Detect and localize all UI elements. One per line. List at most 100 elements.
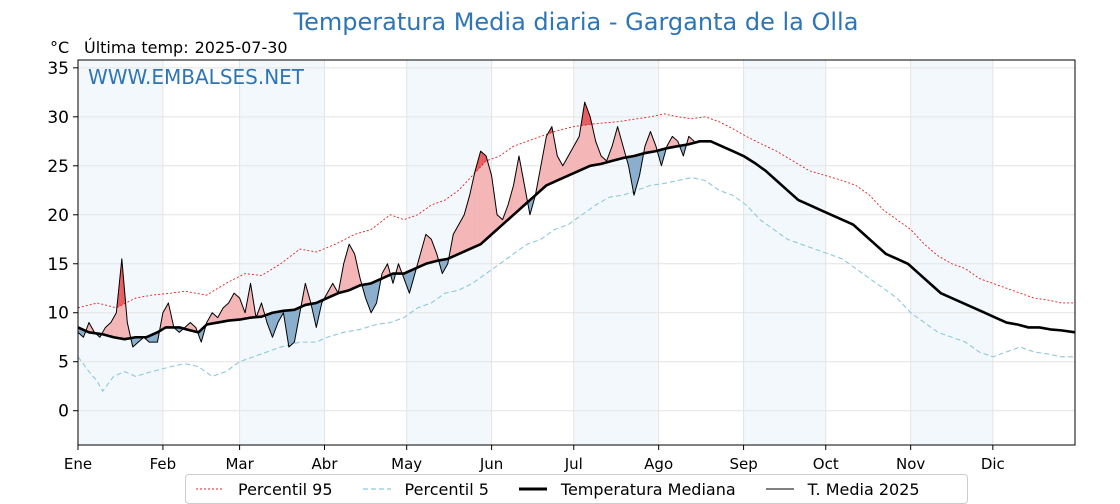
fill-above-median: [166, 302, 169, 328]
y-axis: 0 5 10 15 20 25 30 35: [47, 59, 78, 422]
fill-above-median: [165, 304, 168, 328]
fill-above-median: [466, 200, 469, 251]
fill-above-median: [490, 170, 492, 237]
y-tick-label: 15: [47, 255, 69, 275]
x-tick-label: Feb: [150, 455, 177, 473]
y-unit-label: °C: [50, 38, 70, 57]
legend-item-media2025: T. Media 2025: [764, 480, 920, 499]
fill-above-median: [476, 160, 479, 247]
fill-above-median: [487, 160, 490, 239]
fill-above-median: [454, 228, 457, 257]
fill-below-median: [373, 281, 376, 309]
fill-above-median: [236, 295, 239, 321]
legend-item-p95: Percentil 95: [194, 480, 333, 499]
fill-below-median: [290, 309, 292, 347]
fill-above-median: [350, 245, 353, 290]
fill-above-median: [462, 214, 465, 253]
legend-swatch-media2025: [765, 488, 794, 490]
fill-above-median: [550, 125, 553, 184]
y-tick-label: 35: [47, 59, 69, 79]
fill-above-median: [485, 155, 488, 240]
fill-above-median: [465, 204, 468, 252]
fill-above-median: [574, 140, 577, 173]
y-tick-label: 25: [47, 157, 69, 177]
fill-above-median: [457, 223, 459, 255]
legend-label-p95: Percentil 95: [238, 479, 333, 499]
fill-above-median: [238, 296, 240, 320]
fill-below-median: [292, 309, 295, 344]
fill-above-median: [222, 306, 225, 322]
last-temp-info: Última temp: 2025-07-30: [84, 38, 294, 57]
legend-label-median: Temperatura Mediana: [560, 479, 736, 499]
y-tick-label: 0: [58, 402, 69, 422]
legend-swatch-p95: [196, 488, 224, 490]
last-temp-label: Última temp:: [84, 38, 189, 57]
fill-above-median: [109, 322, 112, 337]
series-line-median: [77, 140, 1076, 341]
month-band: [743, 60, 826, 445]
fill-above-median: [481, 151, 484, 244]
last-temp-date: 2025-07-30: [194, 38, 288, 57]
fill-above-median: [557, 155, 559, 181]
y-tick-label: 20: [47, 206, 69, 226]
fill-below-median: [288, 309, 291, 348]
month-band: [406, 60, 492, 445]
fill-above-median: [573, 142, 576, 174]
fill-above-median: [568, 152, 570, 176]
fill-above-median: [232, 292, 235, 321]
fill-above-median: [425, 233, 428, 265]
chart-title: Temperatura Media diaria - Garganta de l…: [293, 8, 859, 36]
legend-item-p5: Percentil 5: [361, 480, 489, 499]
fill-above-median: [227, 302, 229, 322]
plot-frame: [77, 59, 1076, 446]
x-tick-label: May: [391, 455, 422, 473]
fill-above-median: [224, 304, 227, 322]
x-axis: Ene Feb Mar Abr May Jun Jul Ago Sep Oct Nov Dic: [64, 445, 1005, 473]
fill-above-median: [231, 294, 233, 321]
fill-above-median: [483, 153, 485, 243]
series-line-media2025: [77, 101, 695, 348]
fill-above-median: [572, 145, 574, 175]
fill-above-median: [228, 299, 231, 321]
watermark: WWW.EMBALSES.NET: [88, 65, 305, 89]
fill-above-median: [488, 165, 491, 238]
fill-above-median: [569, 150, 572, 176]
x-tick-label: Nov: [896, 455, 925, 473]
month-band: [78, 60, 163, 445]
fill-above-median: [347, 244, 350, 291]
fill-above-median: [474, 165, 477, 247]
month-band: [910, 60, 993, 445]
fill-above-median: [225, 303, 228, 322]
legend-label-p5: Percentil 5: [404, 479, 489, 499]
month-bands: [78, 60, 993, 445]
legend-swatch-median: [518, 487, 547, 491]
fill-above-median: [546, 133, 548, 186]
y-tick-label: 30: [47, 108, 69, 128]
y-tick-label: 5: [58, 353, 69, 373]
x-tick-label: Dic: [981, 455, 1005, 473]
fill-above-p95: [481, 151, 484, 166]
x-tick-label: Sep: [729, 455, 757, 473]
fill-above-median: [459, 218, 462, 254]
fill-above-median: [484, 154, 487, 241]
fill-above-median: [472, 176, 474, 249]
fill-above-median: [461, 216, 464, 254]
legend-swatch-p5: [362, 488, 391, 490]
fill-below-median: [372, 281, 375, 312]
x-tick-label: Oct: [813, 455, 839, 473]
fill-above-median: [548, 128, 551, 185]
fill-above-median: [113, 314, 116, 338]
fill-above-median: [464, 209, 466, 252]
legend-label-media2025: T. Media 2025: [807, 479, 920, 499]
fill-above-median: [458, 221, 461, 255]
fill-above-median: [547, 130, 550, 186]
fill-above-median: [107, 323, 110, 337]
fill-above-median: [235, 293, 238, 321]
fill-above-median: [558, 157, 561, 181]
fill-above-median: [351, 248, 354, 290]
fill-above-median: [429, 237, 432, 263]
y-tick-label: 10: [47, 304, 69, 324]
fill-above-median: [353, 250, 355, 289]
x-tick-label: Jun: [479, 455, 503, 473]
fill-above-median: [346, 249, 348, 292]
